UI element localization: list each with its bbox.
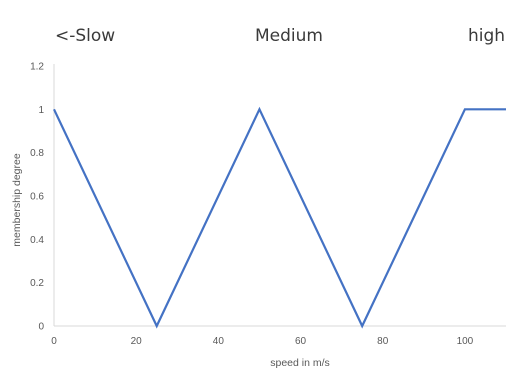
- x-tick-label: 20: [131, 336, 143, 347]
- y-axis-title: membership degree: [11, 153, 23, 247]
- y-tick-label: 0.8: [30, 148, 44, 159]
- set-labels: <-Slow Medium high: [55, 26, 505, 46]
- axes: 0 0.2 0.4 0.6 0.8 1 1.2 0 20 40 60 80 100: [30, 62, 506, 347]
- membership-series-line: [53, 106, 506, 329]
- y-tick-label: 0: [38, 322, 44, 333]
- x-axis-title: speed in m/s: [270, 357, 330, 369]
- x-tick-label: 80: [377, 336, 389, 347]
- y-tick-label: 1: [38, 105, 44, 116]
- y-tick-label: 1.2: [30, 62, 44, 73]
- y-tick-label: 0.6: [30, 192, 44, 203]
- x-tick-label: 60: [295, 336, 307, 347]
- set-label-high: high: [468, 26, 505, 46]
- x-tick-label: 100: [457, 336, 474, 347]
- x-tick-label: 0: [51, 336, 57, 347]
- series-group: [53, 106, 506, 329]
- y-tick-label: 0.2: [30, 278, 44, 289]
- x-tick-label: 40: [213, 336, 225, 347]
- set-label-medium: Medium: [255, 26, 323, 46]
- y-tick-label: 0.4: [30, 235, 44, 246]
- set-label-slow: <-Slow: [55, 26, 115, 46]
